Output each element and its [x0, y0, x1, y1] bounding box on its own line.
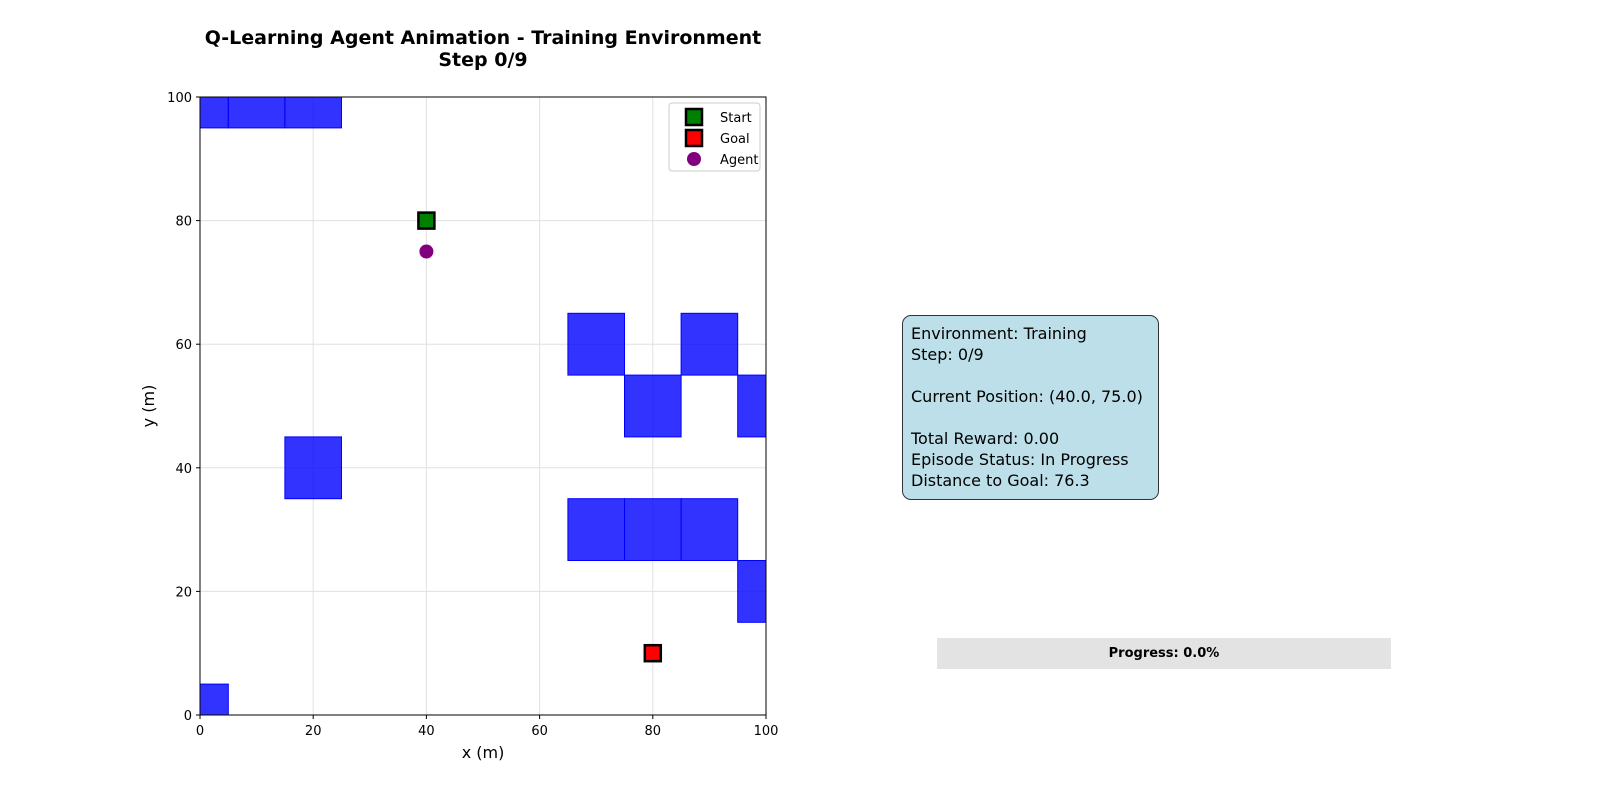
obstacle-cell — [284, 436, 342, 500]
obstacles — [200, 97, 766, 715]
info-distance-to-goal: Distance to Goal: 76.3 — [911, 471, 1090, 490]
info-environment: Environment: Training — [911, 324, 1087, 343]
obstacle-cell — [680, 498, 739, 562]
y-tick-label: 100 — [167, 91, 192, 106]
plot-frame — [199, 96, 767, 716]
x-axis-label: x (m) — [462, 743, 505, 762]
obstacle-cell — [200, 97, 229, 129]
legend-start-marker — [684, 107, 704, 127]
obstacle-cell — [624, 498, 682, 562]
legend-items: Start Goal Agent — [684, 107, 758, 168]
info-box: Environment: Training Step: 0/9 Current … — [902, 315, 1159, 500]
legend-goal-label: Goal — [720, 132, 750, 147]
agent-marker — [419, 244, 434, 259]
start-marker — [417, 211, 436, 230]
info-step: Step: 0/9 — [911, 345, 984, 364]
legend-agent-label: Agent — [720, 153, 758, 168]
y-tick-label: 0 — [184, 709, 192, 724]
axis-ticks: 0 20 40 60 80 100 0 20 40 60 80 100 — [167, 91, 778, 739]
chart-subtitle: Step 0/9 — [438, 49, 527, 71]
markers — [417, 211, 663, 663]
info-spacer — [911, 365, 1150, 386]
y-tick-label: 40 — [175, 462, 192, 477]
x-tick-label: 60 — [531, 724, 548, 739]
x-tick-label: 0 — [196, 724, 204, 739]
legend-agent-marker — [687, 152, 701, 166]
obstacle-cell — [567, 498, 626, 562]
x-tick-label: 100 — [754, 724, 779, 739]
obstacle-cell — [737, 374, 766, 438]
obstacle-cell — [227, 97, 286, 129]
info-current-position: Current Position: (40.0, 75.0) — [911, 387, 1143, 406]
legend: Start Goal Agent — [668, 102, 761, 172]
y-tick-label: 20 — [175, 585, 192, 600]
y-tick-label: 80 — [175, 215, 192, 230]
y-axis-label: y (m) — [139, 385, 158, 428]
plot-area — [199, 96, 767, 716]
obstacle-cell — [284, 97, 342, 129]
obstacle-cell — [567, 312, 626, 376]
y-tick-label: 60 — [175, 338, 192, 353]
chart-title: Q-Learning Agent Animation - Training En… — [205, 27, 761, 49]
x-tick-label: 40 — [418, 724, 435, 739]
info-spacer — [911, 407, 1150, 428]
x-tick-label: 20 — [305, 724, 322, 739]
obstacle-cell — [680, 312, 739, 376]
info-episode-status: Episode Status: In Progress — [911, 450, 1129, 469]
goal-marker — [643, 643, 663, 663]
x-tick-label: 80 — [645, 724, 662, 739]
progress-label: Progress: 0.0% — [1108, 646, 1220, 661]
info-total-reward: Total Reward: 0.00 — [911, 429, 1060, 448]
legend-start-label: Start — [720, 111, 752, 126]
obstacle-cell — [737, 560, 766, 623]
legend-goal-marker — [684, 128, 704, 148]
obstacle-cell — [624, 374, 682, 438]
progress-bar: Progress: 0.0% — [937, 638, 1391, 669]
